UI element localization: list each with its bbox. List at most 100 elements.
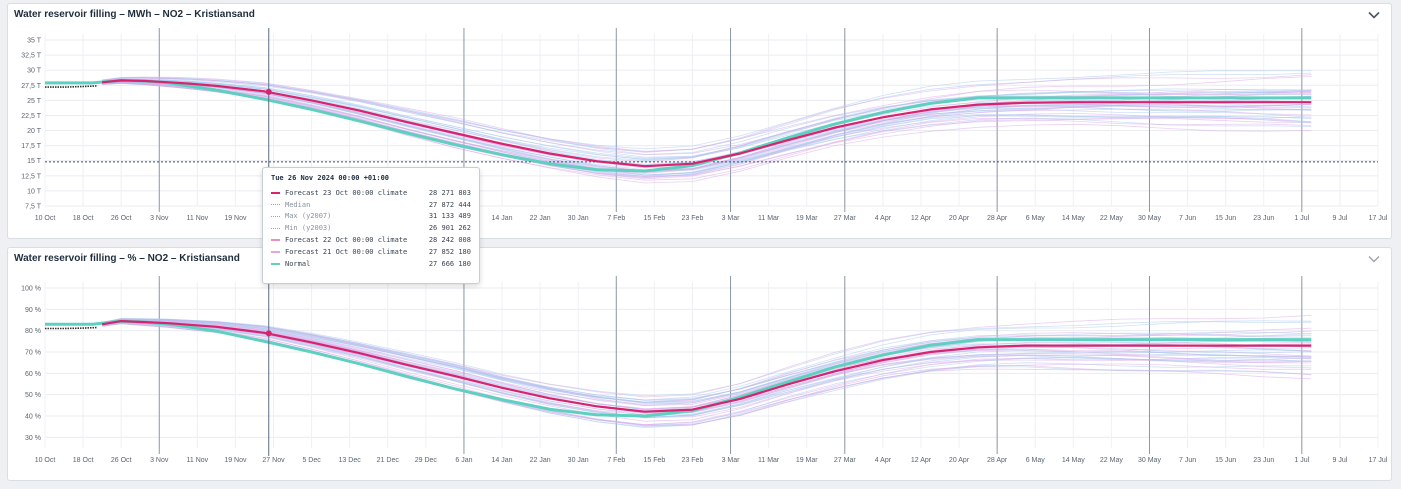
x-tick-label: 12 Apr [911,457,932,464]
x-tick-label: 22 Jan [530,457,551,464]
x-tick-label: 10 Oct [35,215,56,222]
chevron-down-icon[interactable] [1367,252,1381,266]
x-tick-label: 14 Jan [492,215,513,222]
x-tick-label: 27 Mar [834,457,856,464]
y-tick-label: 25 T [27,98,42,105]
x-tick-label: 15 Jun [1215,457,1236,464]
x-tick-label: 19 Nov [224,215,247,222]
historical-line [45,326,98,330]
panel-title-percent: Water reservoir filling – % – NO2 – Kris… [14,253,240,264]
hover-point [265,88,272,95]
x-tick-label: 18 Oct [73,215,94,222]
x-tick-label: 18 Oct [73,457,94,464]
y-tick-label: 10 T [27,188,42,195]
x-tick-label: 11 Nov [187,457,209,464]
tooltip-value: 28 271 803 [428,188,471,197]
x-tick-label: 1 Jul [1294,457,1309,464]
x-tick-label: 26 Oct [111,215,132,222]
tooltip-label: Normal [285,259,311,268]
tooltip-title: Tue 26 Nov 2024 00:00 +01:00 [271,174,390,182]
x-tick-label: 11 Mar [758,215,780,222]
x-tick-label: 27 Nov [262,457,285,464]
x-tick-label: 17 Jul [1369,215,1388,222]
tooltip-row: Forecast 23 Oct 00:00 climate 28 271 803 [271,187,471,199]
y-tick-label: 35 T [27,38,42,45]
x-tick-label: 23 Jun [1253,457,1274,464]
ensemble-scenario-line [102,76,1312,155]
x-tick-label: 29 Dec [415,457,438,464]
ensemble-scenario-line [102,82,1312,178]
y-tick-label: 100 % [21,286,41,293]
x-tick-label: 15 Feb [643,215,665,222]
x-tick-label: 15 Jun [1215,215,1236,222]
ensemble-scenario-line [102,319,1312,407]
percent-chart: 30 % 40 % 50 % 60 % 70 % 80 % 90 % 100 % 10 Oct 1… [21,276,1388,464]
x-tick-label: 30 May [1138,215,1161,222]
x-tick-label: 3 Nov [150,215,169,222]
x-tick-label: 14 May [1062,457,1085,464]
tooltip-label: Median [285,200,311,209]
x-tick-label: 17 Jul [1369,457,1388,464]
y-tick-label: 60 % [25,371,41,378]
x-tick-label: 7 Jun [1179,215,1196,222]
tooltip-label: Forecast 21 Oct 00:00 climate [285,247,408,256]
y-tick-label: 20 T [27,128,42,135]
x-tick-label: 6 Jan [455,457,472,464]
x-tick-label: 15 Feb [643,457,665,464]
tooltip-value: 26 901 262 [428,224,471,233]
tooltip-value: 27 666 180 [428,259,471,268]
tooltip-value: 27 872 444 [428,200,471,209]
chart-panel-mwh: 7,5 T 10 T 12,5 T 15 T 17,5 T 20 T 22,5 T 25 T 2… [7,3,1392,239]
x-tick-label: 22 May [1100,215,1123,222]
x-tick-label: 13 Dec [339,457,362,464]
x-tick-label: 22 May [1100,457,1123,464]
tooltip-swatch [271,250,280,253]
tooltip-swatch [271,227,280,229]
ensemble-scenario-line [102,318,1312,403]
ensemble-scenario-line [102,74,1312,152]
y-tick-label: 80 % [25,328,41,335]
y-tick-label: 30 T [27,68,42,75]
x-tick-label: 27 Mar [834,215,856,222]
tooltip-row: Normal 27 666 180 [271,258,471,270]
x-tick-label: 3 Mar [722,457,741,464]
tooltip-row: Max (y2007) 31 133 489 [271,211,471,223]
x-tick-label: 4 Apr [875,457,892,464]
chevron-down-icon[interactable] [1367,8,1381,22]
normal-line [45,319,1312,418]
mwh-chart: 7,5 T 10 T 12,5 T 15 T 17,5 T 20 T 22,5 T 25 T 2… [21,28,1388,222]
x-tick-label: 28 Apr [987,215,1008,222]
x-tick-label: 26 Oct [111,457,132,464]
y-tick-label: 12,5 T [21,173,41,180]
tooltip-label: Max (y2007) [285,212,332,221]
x-tick-label: 7 Feb [607,457,625,464]
x-tick-label: 3 Nov [150,457,169,464]
x-tick-label: 21 Dec [377,457,400,464]
y-tick-label: 50 % [25,392,41,399]
x-tick-label: 10 Oct [35,457,56,464]
x-tick-label: 11 Mar [758,457,780,464]
tooltip-rows: Forecast 23 Oct 00:00 climate 28 271 803 M… [271,187,471,270]
tooltip-value: 28 242 008 [428,236,471,245]
y-tick-label: 15 T [27,158,42,165]
x-tick-label: 9 Jul [1333,457,1348,464]
x-tick-label: 5 Dec [302,457,321,464]
tooltip-row: Forecast 21 Oct 00:00 climate 27 852 180 [271,246,471,258]
x-tick-label: 14 Jan [492,457,513,464]
y-tick-label: 7,5 T [25,204,42,211]
panel-title-mwh: Water reservoir filling – MWh – NO2 – Kr… [14,9,255,20]
x-tick-label: 30 May [1138,457,1161,464]
ensemble-scenario-line [102,318,1312,397]
x-tick-label: 7 Feb [607,215,625,222]
y-tick-label: 17,5 T [21,143,41,150]
tooltip-row: Median 27 872 444 [271,199,471,211]
x-tick-label: 6 May [1026,457,1046,464]
tooltip-value: 27 852 180 [428,247,471,256]
x-tick-label: 22 Jan [530,215,551,222]
ensemble-scenario-line [102,319,1312,410]
normal-line [45,78,1312,173]
y-tick-label: 22,5 T [21,113,41,120]
x-tick-label: 28 Apr [987,457,1008,464]
x-tick-label: 7 Jun [1179,457,1196,464]
x-tick-label: 3 Mar [722,215,741,222]
